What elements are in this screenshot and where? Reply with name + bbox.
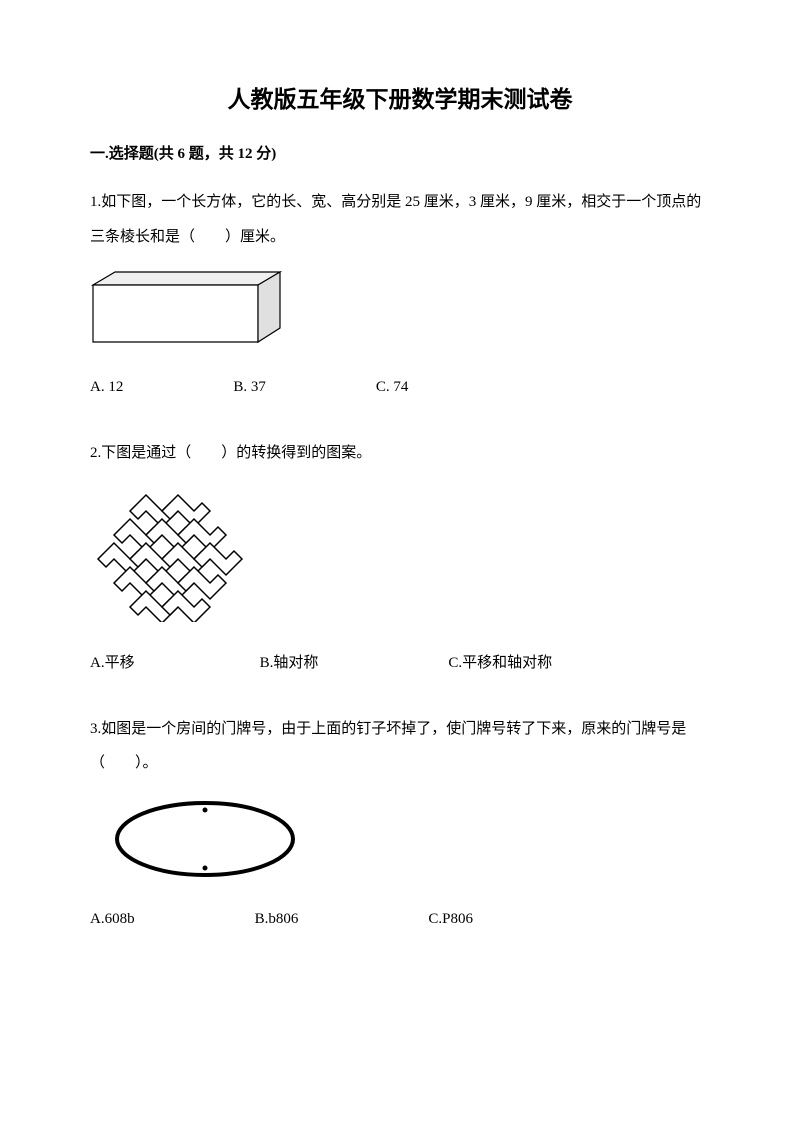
q1-option-b: B. 37 [233,379,266,396]
q2-text: 2.下图是通过（ ）的转换得到的图案。 [90,436,710,471]
q3-option-a: A.608b [90,911,135,928]
q3-option-b: B.b806 [255,911,299,928]
q2-option-b: B.轴对称 [260,651,319,672]
cuboid-icon [90,270,290,350]
section-header: 一.选择题(共 6 题，共 12 分) [90,142,710,163]
q2-figure [90,487,710,627]
door-plate-icon: 908P [110,797,300,882]
q1-text: 1.如下图，一个长方体，它的长、宽、高分别是 25 厘米，3 厘米，9 厘米，相… [90,185,710,254]
q2-option-a: A.平移 [90,651,135,672]
q3-options: A.608b B.b806 C.P806 [90,911,710,928]
q2-options: A.平移 B.轴对称 C.平移和轴对称 [90,651,710,672]
q2-option-c: C.平移和轴对称 [448,651,552,672]
q1-options: A. 12 B. 37 C. 74 [90,379,710,396]
page-title: 人教版五年级下册数学期末测试卷 [90,80,710,114]
q3-option-c: C.P806 [428,911,473,928]
q1-figure [90,270,710,355]
q3-text: 3.如图是一个房间的门牌号，由于上面的钉子坏掉了，使门牌号转了下来，原来的门牌号… [90,712,710,781]
pattern-icon [90,487,245,622]
q1-option-a: A. 12 [90,379,123,396]
q3-figure: 908P [110,797,710,887]
q1-option-c: C. 74 [376,379,409,396]
